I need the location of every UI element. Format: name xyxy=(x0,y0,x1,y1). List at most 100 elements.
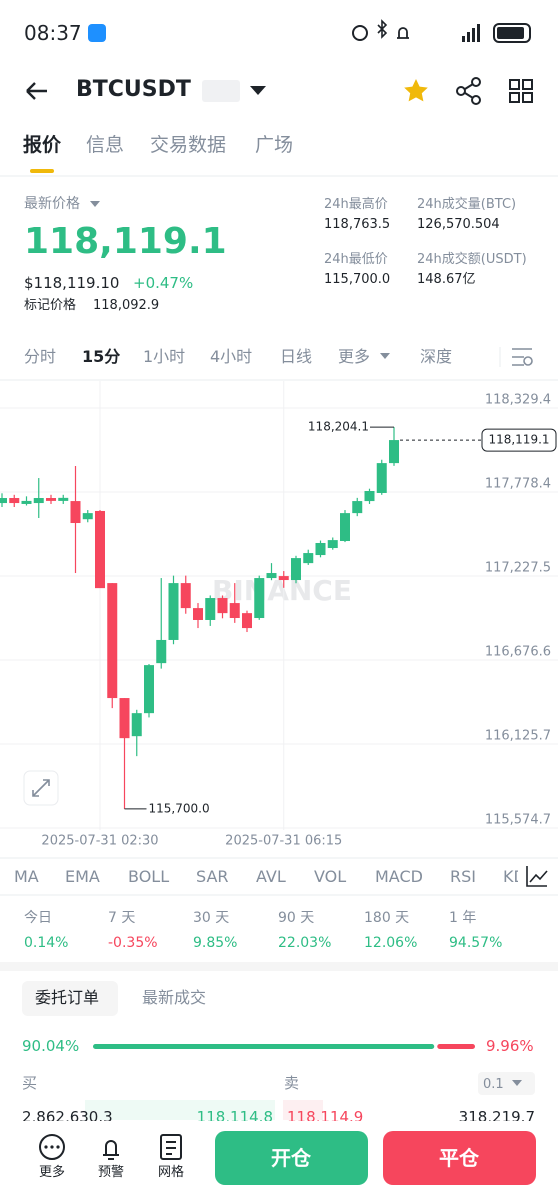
candle-body xyxy=(291,558,301,581)
open-button[interactable] xyxy=(215,1131,368,1185)
candle-body xyxy=(58,497,69,501)
step-select[interactable] xyxy=(478,1072,535,1095)
order-row-cell: 118,114.8 xyxy=(196,1107,273,1126)
last-price-label: 118,119.1 xyxy=(488,433,549,447)
period: 180 天 xyxy=(364,910,410,926)
order-row-cell: 2,862,630.3 xyxy=(22,1107,113,1126)
period-change: 22.03% xyxy=(278,935,332,951)
interval[interactable]: 分时 xyxy=(24,347,57,366)
dropdown-icon[interactable] xyxy=(250,86,266,95)
candle-body xyxy=(95,510,105,589)
candle-body xyxy=(70,501,81,524)
candle-body xyxy=(193,608,203,620)
candle-body xyxy=(376,463,387,493)
tag-bg xyxy=(202,80,240,102)
stat-value: 118,763.5 xyxy=(324,216,391,232)
candle-body xyxy=(9,498,20,504)
candle-body xyxy=(0,498,7,504)
stat-label: 24h最高价 xyxy=(324,196,388,212)
low-label: 115,700.0 xyxy=(149,801,210,815)
last-price-box xyxy=(481,428,557,452)
action-label[interactable]: 平仓 xyxy=(439,1146,479,1170)
interval[interactable]: 深度 xyxy=(420,347,453,366)
y-tick-label: 117,227.5 xyxy=(485,561,551,576)
candle-body xyxy=(21,500,32,504)
price-label: 最新价格 xyxy=(24,196,80,212)
star-icon[interactable] xyxy=(404,79,428,102)
indicator-icon[interactable] xyxy=(526,866,548,887)
action-label[interactable]: 开仓 xyxy=(271,1146,311,1170)
candle-body xyxy=(33,498,44,504)
tab[interactable]: 报价 xyxy=(23,134,62,156)
symbol: BTCUSDT xyxy=(76,77,191,102)
candle-body xyxy=(131,713,142,737)
indicator[interactable]: MA xyxy=(14,867,39,886)
interval[interactable]: 日线 xyxy=(280,347,313,366)
nav-label[interactable]: 网格 xyxy=(157,1164,185,1180)
nav-label[interactable]: 更多 xyxy=(38,1164,66,1180)
tab[interactable]: 交易数据 xyxy=(150,134,227,156)
indicator[interactable]: AVL xyxy=(256,867,286,886)
stat-label: 24h成交额(USDT) xyxy=(417,251,527,267)
interval[interactable]: 1小时 xyxy=(143,347,186,366)
nav-icons xyxy=(39,1134,182,1160)
indicator[interactable]: EMA xyxy=(65,867,100,886)
stat-value: 126,570.504 xyxy=(417,216,500,232)
order-row-cell: 118,114.9 xyxy=(287,1107,364,1126)
nav-label[interactable]: 预警 xyxy=(97,1164,125,1180)
period: 今日 xyxy=(24,910,52,926)
indicator[interactable]: MACD xyxy=(375,867,423,886)
sell-ratio: 9.96% xyxy=(486,1036,534,1055)
period: 1 年 xyxy=(449,910,477,926)
y-tick-label: 118,329.4 xyxy=(485,393,551,408)
candle-body xyxy=(352,501,363,514)
stat-value: 148.67亿 xyxy=(417,271,476,287)
candle-body xyxy=(242,613,252,629)
candle-body xyxy=(168,583,179,640)
candle-body xyxy=(180,583,191,609)
candle-body xyxy=(119,698,130,739)
tab[interactable]: 信息 xyxy=(86,134,125,156)
y-tick-label: 116,125.7 xyxy=(485,728,551,743)
clock: 08:37 xyxy=(24,21,82,45)
caret xyxy=(512,1080,522,1086)
candle-body xyxy=(340,513,350,542)
indicator[interactable]: RSI xyxy=(450,867,476,886)
period-change: 94.57% xyxy=(449,935,503,951)
close-button[interactable] xyxy=(383,1131,536,1185)
y-tick-label: 117,778.4 xyxy=(485,477,551,492)
expand-icon xyxy=(32,779,50,797)
order-tab[interactable]: 最新成交 xyxy=(142,988,207,1007)
interval[interactable]: 15分 xyxy=(82,347,121,366)
candle-body xyxy=(144,665,154,714)
candle-body xyxy=(82,513,93,520)
period-change: 12.06% xyxy=(364,935,418,951)
share-icon[interactable] xyxy=(456,77,481,105)
settings-icon[interactable] xyxy=(512,348,533,366)
order-tab[interactable]: 委托订单 xyxy=(35,988,100,1007)
sell-ratio-bar xyxy=(437,1044,475,1049)
interval[interactable]: 4小时 xyxy=(210,347,253,366)
candle-body xyxy=(156,639,167,664)
candle-body xyxy=(217,598,228,614)
tab-underline xyxy=(30,169,54,173)
indicator[interactable]: BOLL xyxy=(128,867,170,886)
interval[interactable]: 更多 xyxy=(338,347,371,366)
indicator[interactable]: VOL xyxy=(314,867,347,886)
period-change: -0.35% xyxy=(108,935,158,951)
back-icon[interactable] xyxy=(26,82,47,100)
tab[interactable]: 广场 xyxy=(255,134,294,156)
stat-label: 24h成交量(BTC) xyxy=(417,196,517,212)
active-order-tab[interactable] xyxy=(22,981,118,1016)
y-tick-label: 115,574.7 xyxy=(485,813,551,828)
last-price: 118,119.1 xyxy=(24,221,227,262)
period: 7 天 xyxy=(108,910,136,926)
indicator[interactable]: SAR xyxy=(196,867,229,886)
candle-body xyxy=(229,603,240,619)
candle-body xyxy=(303,553,314,564)
high-label: 118,204.1 xyxy=(308,420,369,434)
candle-body xyxy=(254,578,265,619)
grid-icon[interactable] xyxy=(509,79,533,103)
